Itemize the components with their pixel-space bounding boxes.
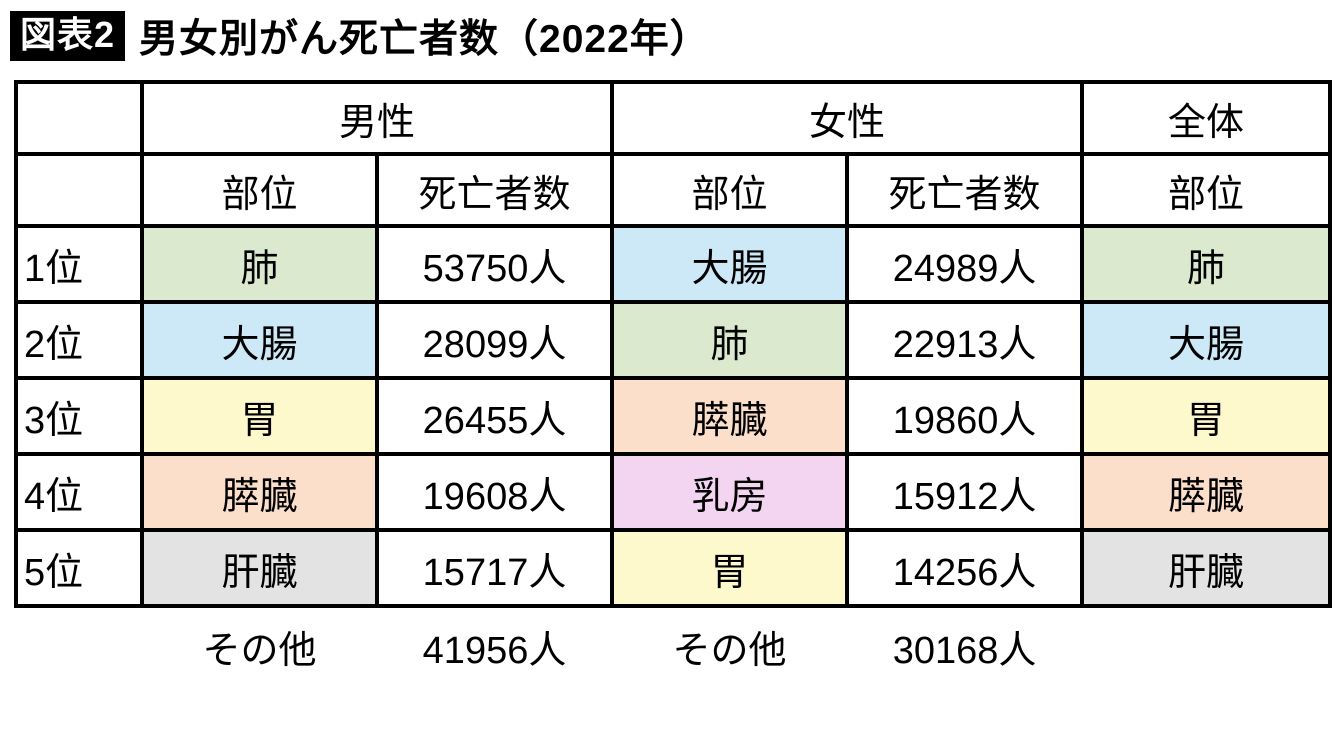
corner-cell: [14, 152, 144, 228]
table-footer-other: その他 41956人 その他 30168人: [16, 606, 1330, 674]
rank-label: 2位: [14, 300, 144, 380]
table-row-rank4: 4位 膵臓 19608人 乳房 15912人 膵臓: [14, 452, 1333, 532]
table-header-columns: 部位 死亡者数 部位 死亡者数 部位: [14, 152, 1333, 228]
table-header-gender: 男性 女性 全体: [14, 80, 1333, 156]
total-site-cell: 肝臓: [1080, 528, 1333, 608]
rank-label: 5位: [14, 528, 144, 608]
male-site-cell: 大腸: [140, 300, 379, 380]
female-deaths-cell: 24989人: [845, 224, 1085, 304]
male-site-cell: 肝臓: [140, 528, 379, 608]
rank-label: 3位: [14, 376, 144, 456]
figure-badge: 図表2: [10, 11, 126, 61]
total-site-cell: 肺: [1080, 224, 1333, 304]
total-site-cell: 大腸: [1080, 300, 1333, 380]
female-deaths-cell: 15912人: [845, 452, 1085, 532]
female-other-label: その他: [672, 629, 787, 672]
header-male: 男性: [139, 80, 615, 156]
header-total: 全体: [1080, 80, 1333, 156]
table-row-rank1: 1位 肺 53750人 大腸 24989人 肺: [14, 224, 1333, 304]
figure-title: 図表2 男女別がん死亡者数（2022年）: [10, 8, 1340, 64]
female-site-cell: 大腸: [610, 224, 850, 304]
male-deaths-cell: 15717人: [374, 528, 615, 608]
male-site-cell: 胃: [140, 376, 379, 456]
male-site-cell: 肺: [140, 224, 379, 304]
total-site-cell: 膵臓: [1080, 452, 1333, 532]
total-site-cell: 胃: [1080, 376, 1333, 456]
male-site-cell: 膵臓: [140, 452, 379, 532]
female-other-deaths: 30168人: [892, 629, 1037, 672]
header-female-deaths: 死亡者数: [845, 152, 1085, 228]
female-deaths-cell: 19860人: [845, 376, 1085, 456]
header-female: 女性: [610, 80, 1085, 156]
male-deaths-cell: 53750人: [374, 224, 615, 304]
table-row-rank5: 5位 肝臓 15717人 胃 14256人 肝臓: [14, 528, 1333, 608]
female-deaths-cell: 22913人: [845, 300, 1085, 380]
footer-empty-cell: [1082, 606, 1330, 674]
page-title: 男女別がん死亡者数（2022年）: [139, 18, 710, 61]
footer-empty-cell: [16, 606, 142, 674]
table-row-rank2: 2位 大腸 28099人 肺 22913人 大腸: [14, 300, 1333, 380]
female-site-cell: 膵臓: [610, 376, 850, 456]
male-other-label: その他: [202, 629, 317, 672]
female-site-cell: 肺: [610, 300, 850, 380]
male-deaths-cell: 19608人: [374, 452, 615, 532]
female-site-cell: 乳房: [610, 452, 850, 532]
female-deaths-cell: 14256人: [845, 528, 1085, 608]
rank-label: 1位: [14, 224, 144, 304]
header-total-site: 部位: [1080, 152, 1333, 228]
cancer-deaths-table: 男性 女性 全体 部位 死亡者数 部位 死亡者数 部位 1位 肺 53750人 …: [14, 80, 1333, 674]
rank-label: 4位: [14, 452, 144, 532]
header-female-site: 部位: [610, 152, 850, 228]
male-deaths-cell: 26455人: [374, 376, 615, 456]
corner-cell: [14, 80, 144, 156]
table-row-rank3: 3位 胃 26455人 膵臓 19860人 胃: [14, 376, 1333, 456]
header-male-deaths: 死亡者数: [374, 152, 615, 228]
male-deaths-cell: 28099人: [374, 300, 615, 380]
male-other-deaths: 41956人: [422, 629, 567, 672]
header-male-site: 部位: [140, 152, 379, 228]
female-site-cell: 胃: [610, 528, 850, 608]
